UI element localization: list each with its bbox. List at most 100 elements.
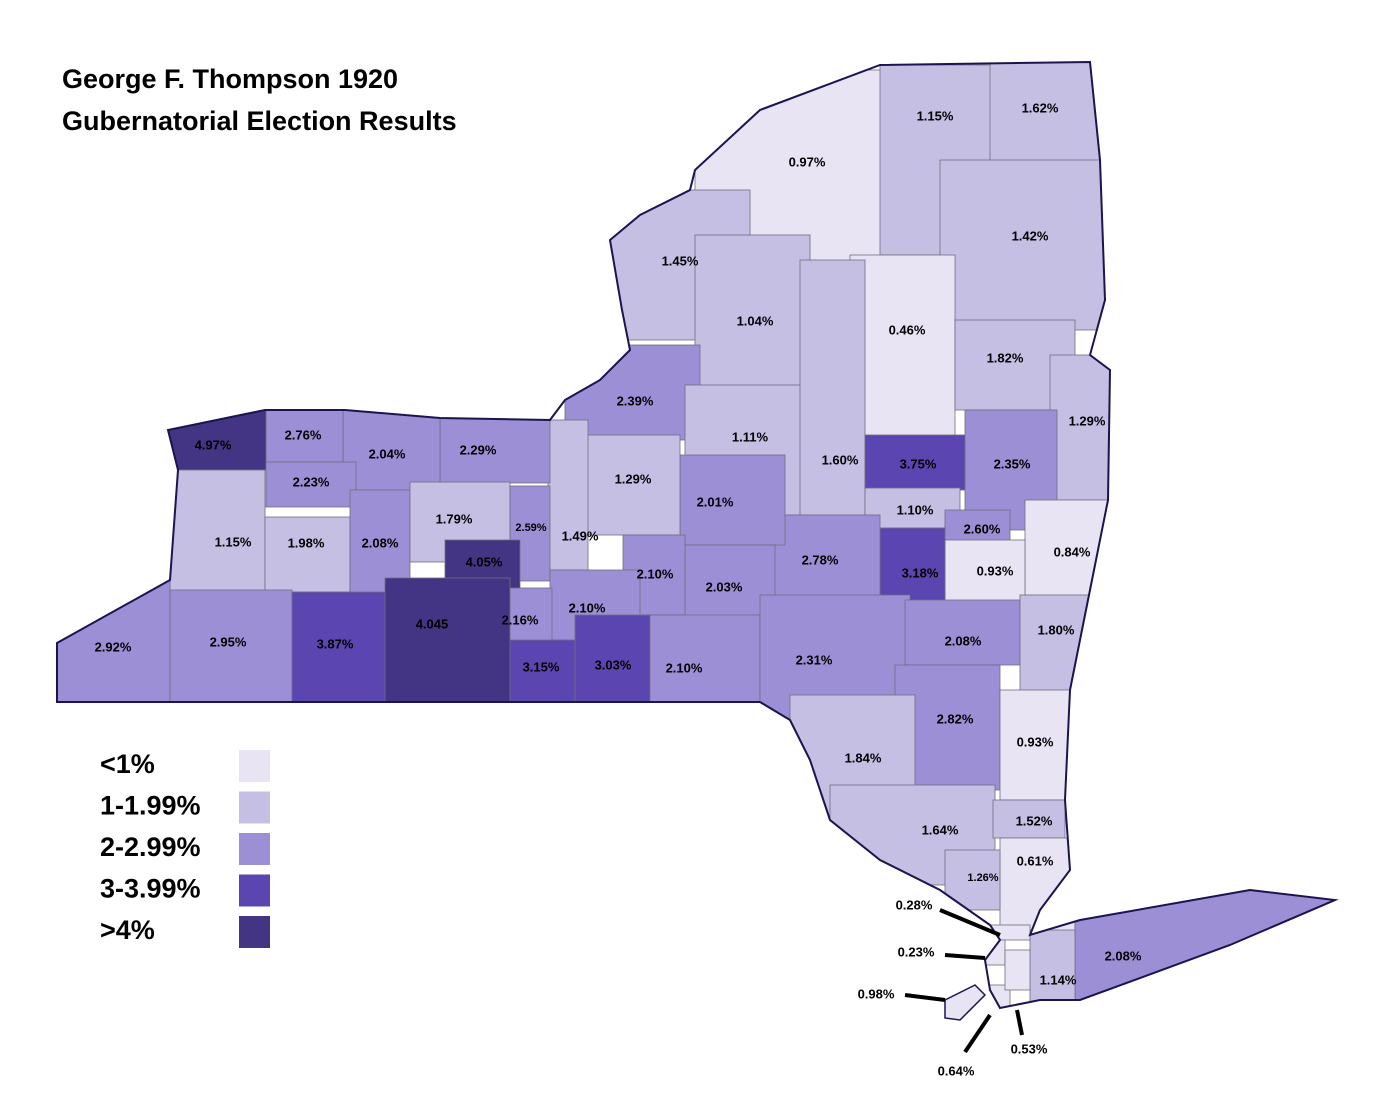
county-label: 2.29%	[460, 442, 497, 457]
legend-label: 3-3.99%	[100, 874, 201, 904]
county	[992, 799, 1066, 839]
county-label: 1.15%	[215, 534, 252, 549]
callout-line	[944, 953, 986, 960]
state-outline	[56, 60, 1339, 1010]
island-outline	[944, 984, 987, 1021]
legend-label: 1-1.99%	[100, 791, 201, 821]
county-label: 1.15%	[917, 108, 954, 123]
county	[439, 417, 551, 484]
county-label: 1.45%	[662, 253, 699, 268]
county-label: 1.52%	[1016, 813, 1053, 828]
callout-line	[963, 1013, 992, 1054]
county-label: 2.59%	[515, 522, 546, 534]
county	[384, 577, 511, 706]
county	[944, 539, 1026, 611]
county-label: 3.03%	[595, 657, 632, 672]
county-label: 3.15%	[523, 659, 560, 674]
callout-line	[939, 908, 1001, 937]
county-label: 2.95%	[210, 634, 247, 649]
legend-label: >4%	[100, 915, 155, 945]
callout-line	[904, 993, 946, 1002]
county-label: 4.05%	[466, 554, 503, 569]
county-label: 4.045	[416, 616, 449, 631]
county	[169, 589, 293, 706]
county	[799, 259, 866, 516]
county-label: 0.93%	[977, 563, 1014, 578]
county-label: 2.35%	[994, 456, 1031, 471]
county-label: 2.08%	[945, 633, 982, 648]
county-label: 0.23%	[898, 944, 935, 959]
county	[169, 469, 266, 606]
county-label: 1.42%	[1012, 228, 1049, 243]
county-label: 0.98%	[858, 986, 895, 1001]
county-label: 3.18%	[902, 565, 939, 580]
county-label: 1.79%	[436, 511, 473, 526]
county-label: 2.04%	[369, 446, 406, 461]
county-label: 1.10%	[897, 502, 934, 517]
county-label: 2.82%	[937, 711, 974, 726]
county	[649, 614, 761, 703]
county-label: 2.16%	[502, 612, 539, 627]
legend-label: <1%	[100, 749, 155, 779]
county	[547, 419, 589, 571]
legend-swatch	[239, 791, 270, 824]
county-label: 1.82%	[987, 350, 1024, 365]
county	[849, 254, 956, 441]
county	[265, 404, 344, 463]
county-label: 1.98%	[288, 535, 325, 550]
county-label: 2.78%	[802, 552, 839, 567]
county-label: 1.64%	[922, 822, 959, 837]
county	[291, 591, 388, 708]
county	[694, 234, 811, 396]
county-label: 2.10%	[666, 660, 703, 675]
county-label: 2.08%	[1105, 948, 1142, 963]
county-label: 3.87%	[317, 636, 354, 651]
county-label: 4.97%	[195, 437, 232, 452]
county	[679, 454, 786, 546]
county-label: 2.31%	[796, 652, 833, 667]
county-label: 0.84%	[1054, 544, 1091, 559]
county-label: 1.29%	[1069, 413, 1106, 428]
county-label: 1.62%	[1022, 100, 1059, 115]
county	[574, 614, 651, 703]
county-label: 1.14%	[1040, 972, 1077, 987]
county	[584, 434, 681, 536]
county-label: 2.23%	[293, 474, 330, 489]
county-label: 2.76%	[285, 427, 322, 442]
legend-swatch	[239, 833, 270, 865]
county	[864, 434, 971, 491]
county-label: 1.60%	[822, 452, 859, 467]
county-label: 1.80%	[1038, 622, 1075, 637]
county-label: 1.26%	[967, 872, 998, 884]
county-label: 2.60%	[964, 521, 1001, 536]
legend-swatch	[239, 874, 270, 907]
county-label: 1.49%	[562, 528, 599, 543]
county	[1029, 929, 1076, 1006]
county	[939, 159, 1111, 331]
county-label: 0.28%	[896, 897, 933, 912]
title-line: George F. Thompson 1920	[62, 64, 398, 94]
county-label: 3.75%	[900, 456, 937, 471]
county-label: 1.29%	[615, 471, 652, 486]
county	[265, 461, 357, 508]
county-label: 2.39%	[617, 393, 654, 408]
legend-label: 2-2.99%	[100, 832, 201, 862]
county-label: 2.03%	[706, 579, 743, 594]
county-label: 0.53%	[1011, 1041, 1048, 1056]
county-label: 0.93%	[1017, 734, 1054, 749]
county-label: 1.84%	[845, 750, 882, 765]
county	[264, 516, 351, 593]
county-label: 2.10%	[637, 566, 674, 581]
county	[342, 409, 441, 496]
county-label: 2.08%	[362, 535, 399, 550]
county-label: 1.11%	[732, 429, 769, 444]
legend-swatch	[239, 750, 270, 782]
callout-line	[1015, 1009, 1024, 1036]
county-label: 1.04%	[737, 313, 774, 328]
county-label: 2.01%	[697, 494, 734, 509]
county-label: 2.92%	[95, 639, 132, 654]
county-label: 0.61%	[1017, 853, 1054, 868]
county-label: 0.97%	[789, 154, 826, 169]
